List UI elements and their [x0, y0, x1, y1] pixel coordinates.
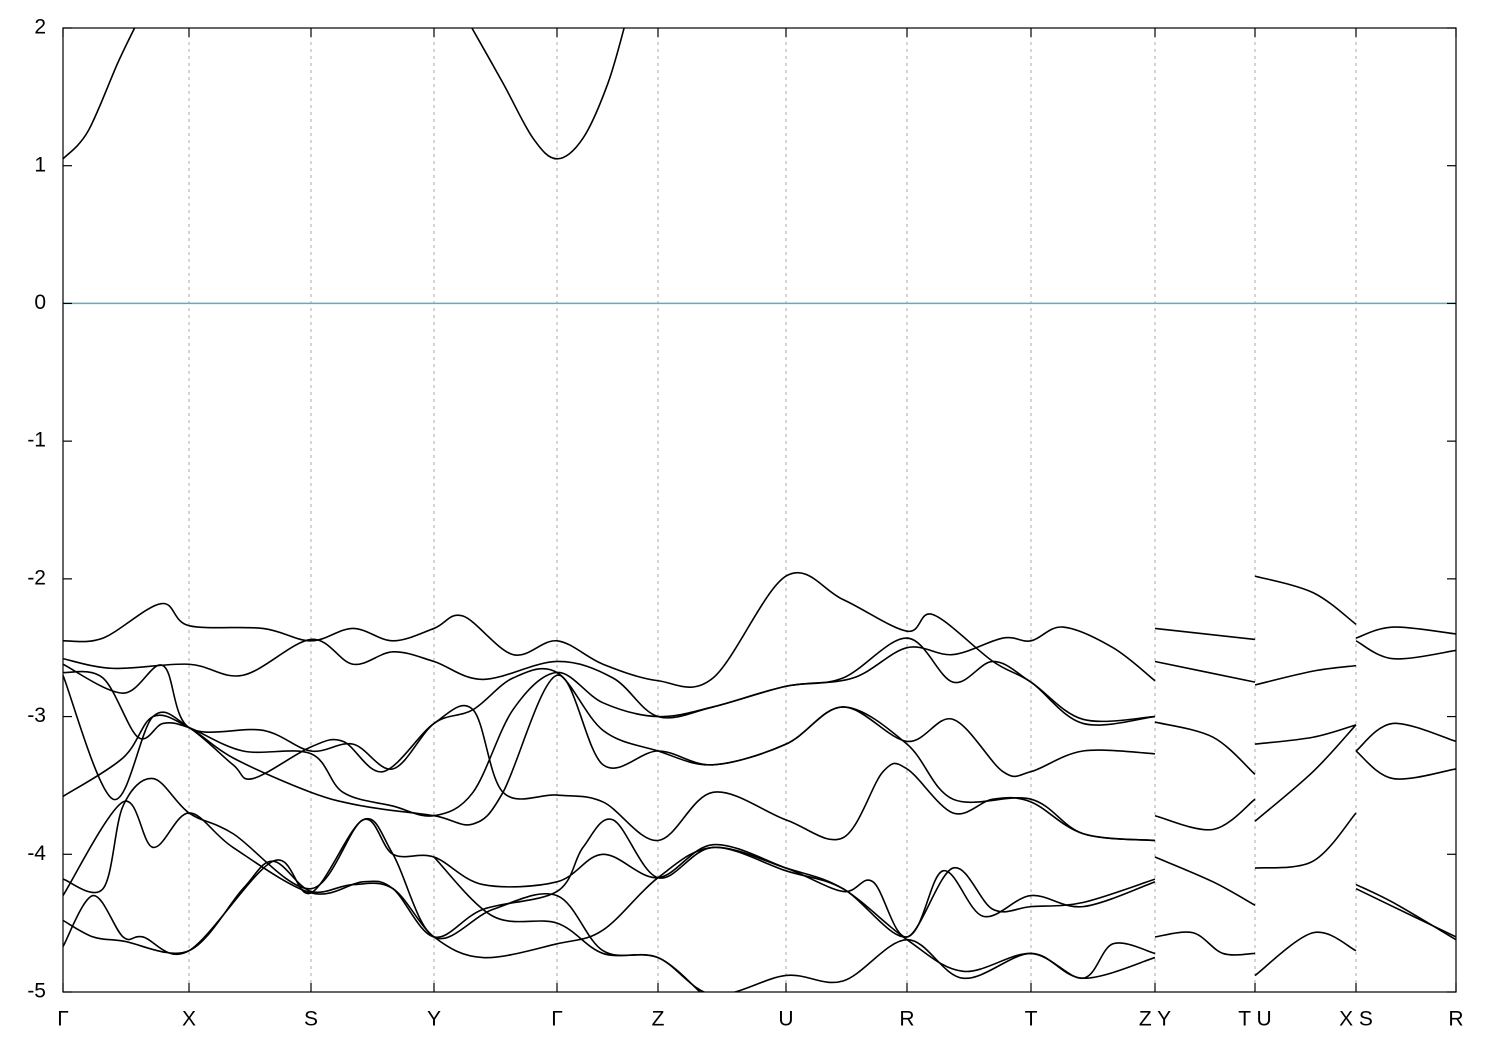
band-line — [63, 28, 625, 160]
band-line — [63, 777, 1456, 941]
x-tick-label: T U — [1238, 1008, 1271, 1031]
x-tick-label: X S — [1339, 1008, 1373, 1031]
band-line — [63, 800, 1156, 938]
x-tick-label: R — [899, 1008, 914, 1031]
y-tick-label: -3 — [27, 704, 46, 727]
band-line — [63, 674, 1357, 842]
x-tick-label: S — [304, 1008, 318, 1031]
band-line — [63, 846, 1456, 980]
x-tick-label: T — [1025, 1008, 1038, 1031]
y-tick-label: -1 — [27, 429, 46, 452]
x-tick-label: Z — [652, 1008, 665, 1031]
band-line — [63, 626, 1456, 719]
x-tick-label: R — [1448, 1008, 1463, 1031]
x-tick-label: U — [778, 1008, 793, 1031]
band-line — [63, 817, 1156, 992]
y-tick-label: -5 — [27, 980, 46, 1003]
band-line — [433, 856, 702, 992]
y-tick-label: -2 — [27, 566, 46, 589]
x-tick-label: X — [182, 1008, 196, 1031]
band-line — [63, 674, 1456, 842]
y-tick-label: 1 — [34, 153, 46, 176]
band-line — [63, 571, 1456, 726]
x-tick-label: Y — [427, 1008, 441, 1031]
x-tick-label: Γ — [57, 1008, 69, 1031]
y-tick-label: -4 — [27, 842, 46, 865]
bands-layer — [63, 28, 1456, 992]
plot-frame — [62, 27, 1457, 993]
y-tick-label: 2 — [34, 16, 46, 39]
x-tick-label: Γ — [551, 1008, 563, 1031]
y-tick-label: 0 — [34, 291, 46, 314]
x-tick-label: Z Y — [1139, 1008, 1171, 1031]
axes-layer: 2 1 0 -1 -2 -3 -4 -5 Γ X S Y Γ Z U R T Z Y T U X S R — [27, 16, 1463, 1031]
